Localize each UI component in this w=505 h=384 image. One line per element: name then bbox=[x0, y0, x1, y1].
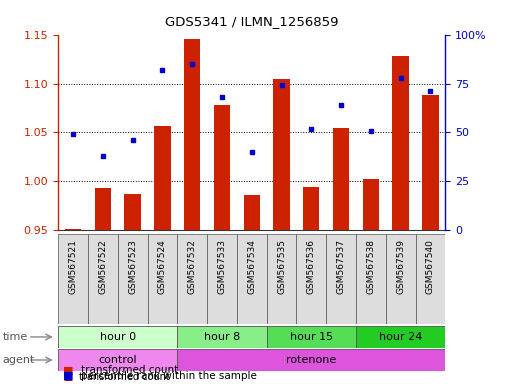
Text: hour 24: hour 24 bbox=[378, 332, 422, 342]
FancyBboxPatch shape bbox=[266, 326, 355, 348]
Text: agent: agent bbox=[3, 355, 35, 365]
FancyBboxPatch shape bbox=[147, 234, 177, 324]
Text: GSM567533: GSM567533 bbox=[217, 239, 226, 294]
Bar bbox=[392, 56, 408, 230]
Text: transformed count: transformed count bbox=[79, 372, 170, 382]
Bar bbox=[94, 188, 111, 230]
Text: GSM567534: GSM567534 bbox=[247, 239, 256, 294]
Text: rotenone: rotenone bbox=[286, 355, 336, 365]
FancyBboxPatch shape bbox=[177, 234, 207, 324]
FancyBboxPatch shape bbox=[415, 234, 444, 324]
Text: GSM567537: GSM567537 bbox=[336, 239, 345, 294]
FancyBboxPatch shape bbox=[207, 234, 236, 324]
Bar bbox=[421, 95, 438, 230]
Bar bbox=[332, 127, 348, 230]
Text: hour 0: hour 0 bbox=[99, 332, 135, 342]
FancyBboxPatch shape bbox=[326, 234, 355, 324]
Text: GSM567535: GSM567535 bbox=[276, 239, 285, 294]
FancyBboxPatch shape bbox=[385, 234, 415, 324]
Bar bbox=[124, 194, 140, 230]
Text: ■: ■ bbox=[63, 365, 74, 375]
Bar bbox=[184, 40, 200, 230]
Text: GSM567536: GSM567536 bbox=[306, 239, 315, 294]
Text: GSM567538: GSM567538 bbox=[366, 239, 375, 294]
Text: transformed count: transformed count bbox=[81, 365, 178, 375]
Text: percentile rank within the sample: percentile rank within the sample bbox=[81, 371, 257, 381]
FancyBboxPatch shape bbox=[58, 234, 88, 324]
Text: GSM567523: GSM567523 bbox=[128, 239, 137, 294]
Text: ■: ■ bbox=[63, 371, 74, 381]
FancyBboxPatch shape bbox=[296, 234, 326, 324]
Bar bbox=[213, 105, 230, 230]
Text: GSM567539: GSM567539 bbox=[395, 239, 405, 294]
FancyBboxPatch shape bbox=[266, 234, 296, 324]
Bar bbox=[362, 179, 378, 230]
Text: hour 8: hour 8 bbox=[204, 332, 239, 342]
FancyBboxPatch shape bbox=[118, 234, 147, 324]
Text: GSM567532: GSM567532 bbox=[187, 239, 196, 294]
FancyBboxPatch shape bbox=[58, 326, 177, 348]
Text: hour 15: hour 15 bbox=[289, 332, 332, 342]
FancyBboxPatch shape bbox=[88, 234, 118, 324]
Bar bbox=[273, 79, 289, 230]
Bar bbox=[65, 229, 81, 230]
Text: control: control bbox=[98, 355, 137, 365]
FancyBboxPatch shape bbox=[355, 234, 385, 324]
Bar bbox=[154, 126, 170, 230]
FancyBboxPatch shape bbox=[355, 326, 444, 348]
FancyBboxPatch shape bbox=[58, 349, 177, 371]
Text: GSM567521: GSM567521 bbox=[69, 239, 77, 294]
Text: time: time bbox=[3, 332, 28, 342]
Text: GSM567522: GSM567522 bbox=[98, 239, 107, 293]
FancyBboxPatch shape bbox=[177, 326, 266, 348]
Text: GDS5341 / ILMN_1256859: GDS5341 / ILMN_1256859 bbox=[165, 15, 338, 28]
FancyBboxPatch shape bbox=[177, 349, 444, 371]
Bar bbox=[243, 195, 260, 230]
Bar bbox=[302, 187, 319, 230]
FancyBboxPatch shape bbox=[236, 234, 266, 324]
Text: GSM567524: GSM567524 bbox=[158, 239, 167, 293]
Text: ■: ■ bbox=[63, 372, 72, 382]
Text: GSM567540: GSM567540 bbox=[425, 239, 434, 294]
